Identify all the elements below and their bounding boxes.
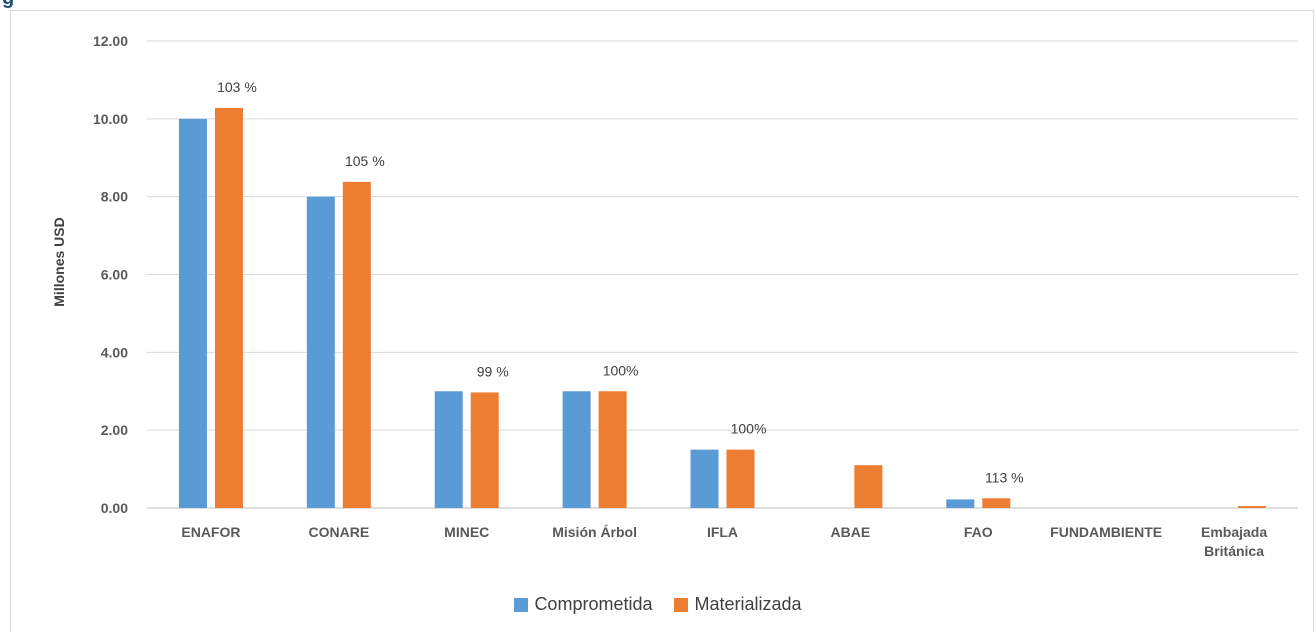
bar-comprometida [690, 449, 719, 508]
bar-comprometida [434, 391, 463, 508]
category-label: FAO [964, 524, 993, 540]
labels: 0.00 2.00 4.00 6.00 8.00 10.00 12.00 103 % ENAFO… [93, 33, 1267, 559]
category-label: Misión Árbol [552, 524, 637, 540]
legend-swatch-comprometida [514, 597, 529, 612]
category-label: MINEC [444, 524, 489, 540]
legend-item-materializada: Materializada [674, 594, 802, 615]
y-tick-label: 10.00 [93, 111, 128, 127]
category-label: ENAFOR [181, 524, 240, 540]
bar-materializada [598, 391, 627, 508]
gridlines [147, 40, 1298, 509]
legend-label-comprometida: Comprometida [534, 594, 653, 614]
bar-materializada [214, 107, 243, 508]
bar-materializada [1238, 506, 1267, 508]
y-tick-label: 8.00 [101, 189, 128, 205]
bar-materializada [726, 449, 755, 508]
bars [178, 107, 1267, 508]
bar-comprometida [562, 391, 591, 508]
bar-materializada [342, 181, 371, 508]
y-tick-label: 6.00 [101, 267, 128, 283]
data-label: 103 % [217, 79, 257, 95]
bar-chart: 0.00 2.00 4.00 6.00 8.00 10.00 12.00 103 % ENAFO… [51, 33, 1298, 559]
y-tick-label: 0.00 [101, 500, 128, 516]
legend-item-comprometida: Comprometida [514, 594, 652, 615]
category-label: Británica [1204, 543, 1264, 559]
category-label: Embajada [1201, 524, 1267, 540]
y-tick-label: 12.00 [93, 33, 128, 49]
category-label: ABAE [831, 524, 871, 540]
data-label: 113 % [985, 469, 1024, 485]
bar-comprometida [946, 499, 975, 508]
bar-materializada [982, 498, 1011, 508]
data-label: 100% [603, 362, 639, 378]
legend-label-materializada: Materializada [694, 594, 802, 614]
y-tick-label: 2.00 [101, 422, 128, 438]
category-label: IFLA [707, 524, 738, 540]
legend: Comprometida Materializada [0, 594, 1316, 615]
bar-materializada [854, 465, 883, 508]
data-label: 105 % [345, 153, 385, 169]
bar-comprometida [306, 196, 335, 508]
bar-materializada [470, 392, 499, 508]
legend-swatch-materializada [674, 597, 689, 612]
y-axis-title: Millones USD [51, 217, 67, 306]
header-strip: g [0, 0, 1316, 10]
bar-comprometida [178, 118, 207, 508]
category-label: CONARE [308, 524, 369, 540]
category-label: FUNDAMBIENTE [1050, 524, 1162, 540]
page-heading: g [2, 0, 14, 10]
y-tick-label: 4.00 [101, 344, 128, 360]
data-label: 100% [731, 421, 767, 437]
data-label: 99 % [477, 363, 509, 379]
